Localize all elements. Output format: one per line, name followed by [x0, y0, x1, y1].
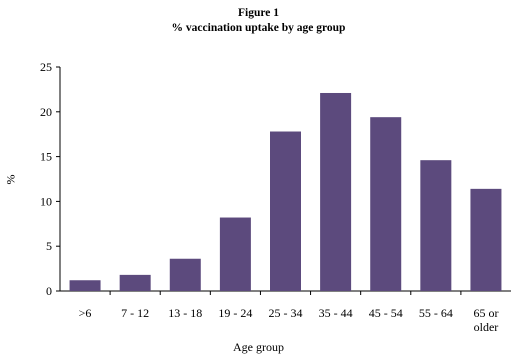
x-tick-label: 35 - 44 — [319, 306, 353, 320]
y-tick-label: 5 — [46, 239, 52, 253]
y-tick-label: 15 — [40, 150, 52, 164]
x-tick-labels: >6 7 - 12 13 - 18 19 - 24 25 - 34 35 - 44 45 -… — [79, 306, 499, 334]
bar — [169, 258, 201, 291]
y-tick-label: 10 — [40, 194, 52, 208]
bar — [69, 280, 101, 291]
bar — [420, 160, 452, 291]
x-axis-title: Age group — [233, 340, 284, 354]
bar — [219, 217, 251, 291]
bar — [370, 117, 402, 292]
x-tick-label: 55 - 64 — [419, 306, 453, 320]
figure-label: Figure 1 — [238, 7, 279, 19]
bar — [470, 188, 502, 291]
y-tick-label: 25 — [40, 60, 52, 74]
bar — [119, 274, 151, 291]
y-tick-label: 20 — [40, 105, 52, 119]
chart-title: % vaccination uptake by age group — [171, 22, 346, 34]
y-axis-title: % — [3, 174, 18, 185]
x-tick-label: 25 - 34 — [269, 306, 303, 320]
x-tick-label: 19 - 24 — [218, 306, 252, 320]
x-tick-label: 7 - 12 — [121, 306, 149, 320]
y-tick-labels: 0 5 10 15 20 25 — [40, 60, 52, 298]
bar — [320, 92, 352, 291]
x-tick-label: >6 — [79, 306, 92, 320]
bars — [69, 92, 502, 292]
bar — [270, 131, 301, 291]
y-tick-label: 0 — [46, 284, 52, 298]
x-tick-label: 13 - 18 — [168, 306, 202, 320]
x-tick-label: 65 or older — [473, 306, 498, 334]
x-tick-label: 45 - 54 — [369, 306, 403, 320]
